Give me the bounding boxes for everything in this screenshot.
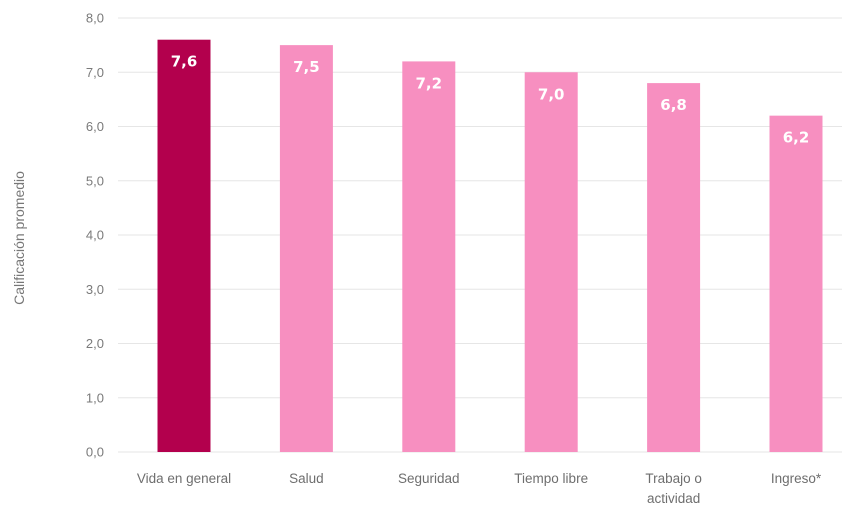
y-tick-label: 8,0 xyxy=(86,11,104,26)
category-label: Trabajo o xyxy=(645,471,702,486)
bar-value-label: 7,5 xyxy=(293,58,320,76)
y-tick-label: 4,0 xyxy=(86,228,104,243)
y-tick-label: 7,0 xyxy=(86,65,104,80)
y-tick-label: 3,0 xyxy=(86,282,104,297)
category-label: Vida en general xyxy=(137,471,231,486)
bar-value-label: 7,2 xyxy=(416,74,443,92)
bar xyxy=(157,39,211,452)
bar-value-label: 7,6 xyxy=(171,53,198,71)
bar xyxy=(402,61,456,453)
category-label: actividad xyxy=(647,491,700,506)
y-tick-label: 2,0 xyxy=(86,336,104,351)
bar xyxy=(647,83,701,452)
category-label: Ingreso* xyxy=(771,471,822,486)
bar-value-label: 7,0 xyxy=(538,85,565,103)
bar xyxy=(524,72,578,452)
bar xyxy=(279,45,333,452)
y-tick-label: 1,0 xyxy=(86,390,104,405)
bar xyxy=(769,115,823,453)
bar-value-label: 6,2 xyxy=(783,129,810,147)
y-tick-label: 6,0 xyxy=(86,119,104,134)
y-tick-label: 5,0 xyxy=(86,173,104,188)
category-label: Tiempo libre xyxy=(514,471,588,486)
y-tick-label: 0,0 xyxy=(86,445,104,460)
category-label: Salud xyxy=(289,471,324,486)
category-label: Seguridad xyxy=(398,471,460,486)
bar-value-label: 6,8 xyxy=(660,96,687,114)
